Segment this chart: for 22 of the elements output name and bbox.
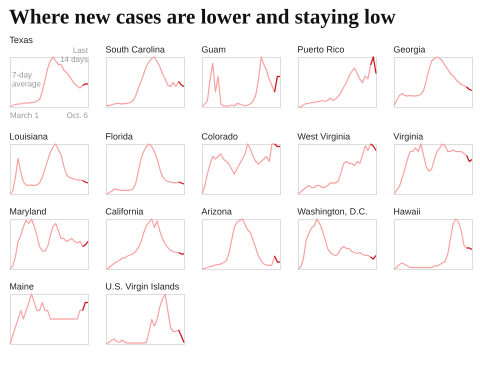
chart-title: Puerto Rico <box>297 44 344 54</box>
chart-title: Virginia <box>393 131 424 142</box>
text: Where new cases are lower and staying low <box>8 4 396 28</box>
chart-title: Washington, D.C. <box>297 206 368 216</box>
chart-title: South Carolina <box>105 44 165 54</box>
chart-title: Georgia <box>393 44 426 54</box>
text: Oct. 6 <box>66 111 89 120</box>
chart-title: Maine <box>9 281 34 292</box>
chart-title: Florida <box>105 131 133 142</box>
chart-title: U.S. Virgin Islands <box>105 281 180 292</box>
annotation: 7-day average <box>12 70 42 88</box>
chart-title: Colorado <box>201 131 238 142</box>
chart-title: Louisiana <box>9 131 48 142</box>
text: March 1 <box>10 111 40 120</box>
chart-title: Guam <box>201 44 226 54</box>
chart-title: Arizona <box>201 206 232 216</box>
chart-title: Texas <box>9 35 34 45</box>
chart-title: West Virginia <box>297 131 350 142</box>
annotation: Last 14 days <box>60 46 89 64</box>
chart-title: Hawaii <box>393 206 420 216</box>
chart-title: Maryland <box>9 206 46 216</box>
chart-title: California <box>105 206 144 216</box>
